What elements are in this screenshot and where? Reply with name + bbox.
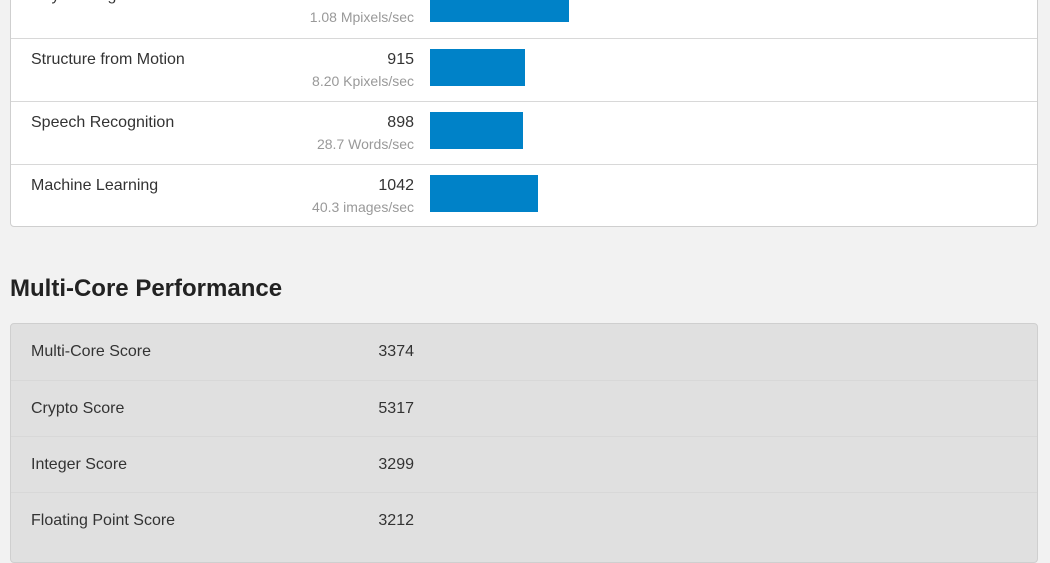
score-value: 5317: [378, 400, 414, 417]
benchmark-name: Speech Recognition: [31, 114, 175, 131]
score-name: Floating Point Score: [31, 512, 176, 529]
benchmark-score: 1042: [378, 177, 414, 194]
benchmark-score: 898: [387, 114, 414, 131]
score-row: Floating Point Score 3212: [11, 492, 1037, 548]
score-row: Crypto Score 5317: [11, 380, 1037, 436]
benchmark-row: Machine Learning 1042 40.3 images/sec: [11, 164, 1037, 227]
benchmark-rate: 28.7 Words/sec: [316, 136, 414, 152]
score-value: 3374: [378, 343, 414, 360]
score-row: Integer Score 3299: [11, 436, 1037, 492]
benchmark-row: Ray Tracing 1342 1.08 Mpixels/sec: [11, 0, 1037, 38]
benchmark-name: Machine Learning: [31, 177, 159, 194]
benchmark-name: Structure from Motion: [31, 51, 185, 68]
benchmark-rate: 40.3 images/sec: [312, 199, 414, 215]
score-row: Multi-Core Score 3374: [11, 324, 1037, 380]
benchmark-rate: 8.20 Kpixels/sec: [312, 73, 414, 89]
score-bar: [430, 175, 538, 212]
benchmark-score: 915: [387, 51, 414, 68]
benchmark-row: Speech Recognition 898 28.7 Words/sec: [11, 101, 1037, 164]
single-core-card: Ray Tracing 1342 1.08 Mpixels/sec Structure…: [10, 0, 1038, 227]
score-name: Integer Score: [31, 456, 128, 473]
score-value: 3299: [378, 456, 414, 473]
benchmark-score: 1342: [378, 0, 414, 5]
section-title: Multi-Core Performance: [10, 275, 283, 302]
score-bar: [430, 49, 525, 86]
score-bar: [430, 112, 523, 149]
score-name: Multi-Core Score: [31, 343, 152, 360]
score-bar: [430, 0, 569, 22]
score-value: 3212: [378, 512, 414, 529]
page: Ray Tracing 1342 1.08 Mpixels/sec Structure…: [10, 0, 1038, 563]
benchmark-name: Ray Tracing: [31, 0, 116, 5]
benchmark-row: Structure from Motion 915 8.20 Kpixels/sec: [11, 38, 1037, 101]
score-name: Crypto Score: [31, 400, 125, 417]
multi-core-card: Multi-Core Score 3374 Crypto Score 5317 Inte…: [10, 323, 1038, 563]
benchmark-rate: 1.08 Mpixels/sec: [309, 9, 414, 25]
